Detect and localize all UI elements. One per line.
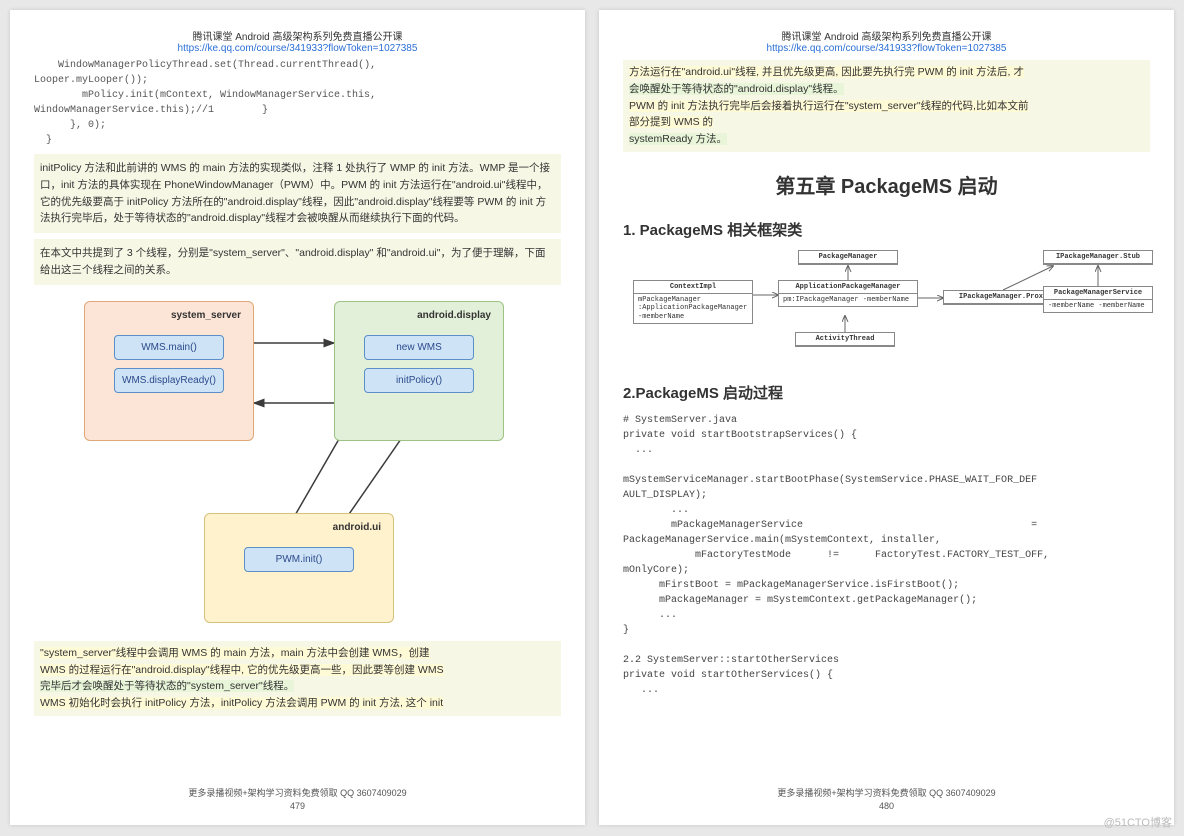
diagram-group: android.display new WMS initPolicy() xyxy=(334,301,504,441)
uml-box-title: PackageManager xyxy=(799,251,897,264)
header-link[interactable]: https://ke.qq.com/course/341933?flowToke… xyxy=(178,43,418,54)
chapter-title: 第五章 PackageMS 启动 xyxy=(623,170,1150,199)
paragraph-3: "system_server"线程中会调用 WMS 的 main 方法，main… xyxy=(34,641,561,716)
p3-line3: WMS 初始化时会执行 initPolicy 方法，initPolicy 方法会… xyxy=(40,697,443,709)
header-line1: 腾讯课堂 Android 高级架构系列免费直播公开课 xyxy=(34,28,561,43)
group-title: system_server xyxy=(91,308,247,327)
page-left: 腾讯课堂 Android 高级架构系列免费直播公开课 https://ke.qq… xyxy=(10,10,585,825)
p3-line1: WMS 的过程运行在"android.display"线程中, 它的优先级更高一… xyxy=(40,664,444,676)
page-header: 腾讯课堂 Android 高级架构系列免费直播公开课 https://ke.qq… xyxy=(34,28,561,54)
header-link-r[interactable]: https://ke.qq.com/course/341933?flowToke… xyxy=(767,43,1007,54)
tp-1: 会唤醒处于等待状态的"android.display"线程。 xyxy=(629,83,844,95)
tp-2: PWM 的 init 方法执行完毕后会接着执行运行在"system_server… xyxy=(629,100,1028,112)
diagram-group: system_server WMS.main() WMS.displayReady(… xyxy=(84,301,254,441)
uml-box-body: -memberName -memberName xyxy=(1044,300,1152,312)
page-number-r: 480 xyxy=(599,801,1174,811)
uml-box-title: ApplicationPackageManager xyxy=(779,281,917,294)
top-paragraph: 方法运行在"android.ui"线程, 并且优先级更高, 因此要先执行完 PW… xyxy=(623,60,1150,152)
page-right: 腾讯课堂 Android 高级架构系列免费直播公开课 https://ke.qq… xyxy=(599,10,1174,825)
page-footer-r: 更多录播视频+架构学习资料免费领取 QQ 3607409029 480 xyxy=(599,786,1174,811)
uml-box-title: ContextImpl xyxy=(634,281,752,294)
diagram-node: initPolicy() xyxy=(364,368,474,393)
uml-box: PackageManagerService-memberName -member… xyxy=(1043,286,1153,313)
group-title: android.display xyxy=(341,308,497,327)
diagram-node: new WMS xyxy=(364,335,474,360)
paragraph-1: initPolicy 方法和此前讲的 WMS 的 main 方法的实现类似，注释… xyxy=(34,154,561,233)
diagram-node: PWM.init() xyxy=(244,547,354,572)
header-line1-r: 腾讯课堂 Android 高级架构系列免费直播公开课 xyxy=(623,28,1150,43)
uml-box: ActivityThread xyxy=(795,332,895,347)
uml-box-title: IPackageManager.Stub xyxy=(1044,251,1152,264)
uml-box: ApplicationPackageManagerpm:IPackageMana… xyxy=(778,280,918,307)
page-footer: 更多录播视频+架构学习资料免费领取 QQ 3607409029 479 xyxy=(10,786,585,811)
thread-diagram: system_server WMS.main() WMS.displayReady(… xyxy=(34,293,561,633)
group-title: android.ui xyxy=(211,520,387,539)
uml-box-title: PackageManagerService xyxy=(1044,287,1152,300)
diagram-node: WMS.displayReady() xyxy=(114,368,224,393)
section-1-title: 1. PackageMS 相关框架类 xyxy=(623,219,1150,240)
p3-line0: "system_server"线程中会调用 WMS 的 main 方法，main… xyxy=(40,647,430,659)
p3-line2: 完毕后才会唤醒处于等待状态的"system_server"线程。 xyxy=(40,680,294,692)
uml-box-body: pm:IPackageManager -memberName xyxy=(779,294,917,306)
footer-text: 更多录播视频+架构学习资料免费领取 QQ 3607409029 xyxy=(10,786,585,799)
tp-0: 方法运行在"android.ui"线程, 并且优先级更高, 因此要先执行完 PW… xyxy=(629,66,1024,78)
page-number: 479 xyxy=(10,801,585,811)
uml-box: PackageManager xyxy=(798,250,898,265)
tp-3: 部分提到 WMS 的 xyxy=(629,116,713,128)
code-block-1: WindowManagerPolicyThread.set(Thread.cur… xyxy=(34,58,561,148)
uml-diagram: ContextImplmPackageManager :ApplicationP… xyxy=(623,250,1150,370)
watermark: @51CTO博客 xyxy=(1104,814,1172,830)
uml-box: ContextImplmPackageManager :ApplicationP… xyxy=(633,280,753,324)
tp-4: systemReady 方法。 xyxy=(629,133,727,145)
section-2-title: 2.PackageMS 启动过程 xyxy=(623,382,1150,403)
diagram-node: WMS.main() xyxy=(114,335,224,360)
code-block-2: # SystemServer.java private void startBo… xyxy=(623,413,1150,698)
diagram-group: android.ui PWM.init() xyxy=(204,513,394,623)
uml-box: IPackageManager.Stub xyxy=(1043,250,1153,265)
uml-box-title: ActivityThread xyxy=(796,333,894,346)
paragraph-2: 在本文中共提到了 3 个线程，分别是"system_server"、"andro… xyxy=(34,239,561,285)
page-header-r: 腾讯课堂 Android 高级架构系列免费直播公开课 https://ke.qq… xyxy=(623,28,1150,54)
footer-text-r: 更多录播视频+架构学习资料免费领取 QQ 3607409029 xyxy=(599,786,1174,799)
uml-box-body: mPackageManager :ApplicationPackageManag… xyxy=(634,294,752,323)
